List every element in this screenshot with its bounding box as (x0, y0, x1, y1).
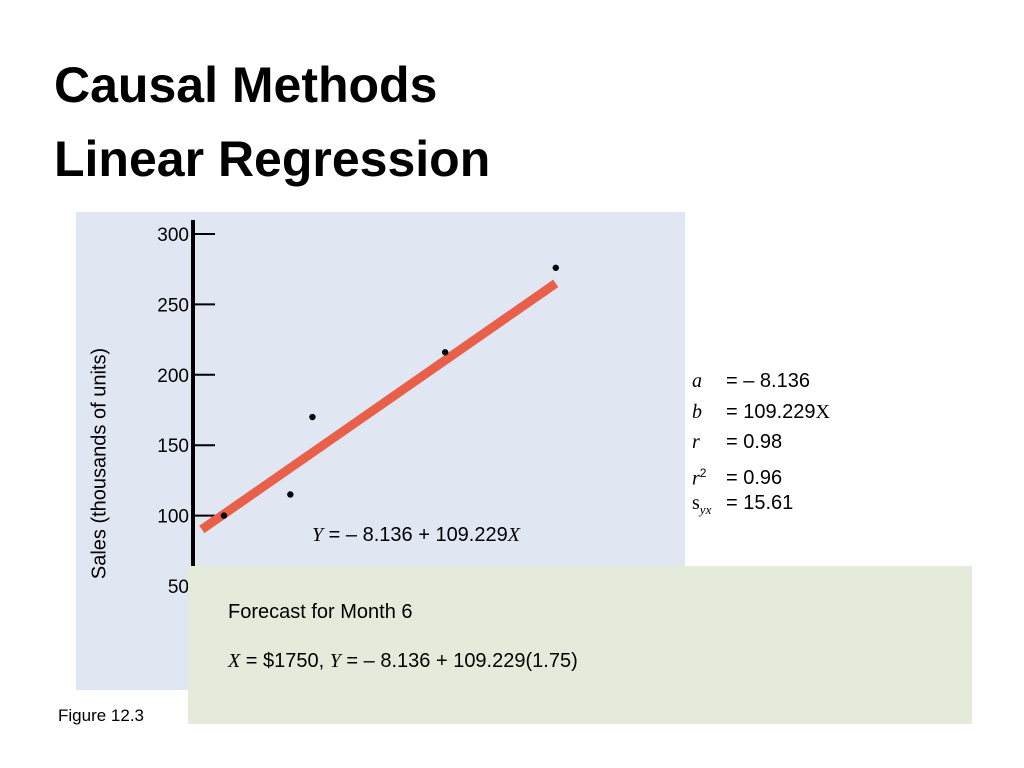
regression-stats: a = – 8.136 b = 109.229X r = 0.98 r2 = 0.96 … (692, 366, 830, 519)
stat-value-b: = 109.229 (726, 400, 816, 423)
equation-y-symbol: Y (312, 524, 324, 546)
regression-equation: Y = – 8.136 + 109.229X (312, 524, 520, 547)
y-axis-label: Sales (thousands of units) (88, 347, 111, 580)
forecast-y-symbol: Y (329, 650, 341, 672)
forecast-x-value: = $1750, (240, 650, 330, 672)
forecast-title: Forecast for Month 6 (228, 601, 413, 623)
data-point-2 (287, 491, 294, 498)
slide-title: Causal Methods Linear Regression (54, 48, 754, 196)
data-point-1 (220, 512, 228, 519)
stat-symbol-r: r (692, 431, 700, 453)
stat-row-a: a = – 8.136 (692, 366, 830, 397)
title-line-1: Causal Methods (54, 57, 438, 113)
figure-caption: Figure 12.3 (58, 706, 144, 725)
stat-symbol-r2-sup: 2 (699, 465, 707, 480)
stat-value-b-suffix: X (815, 400, 830, 423)
equation-rhs: = – 8.136 + 109.229 (323, 524, 508, 546)
forecast-x-symbol: X (228, 650, 241, 672)
stat-row-b: b = 109.229X (692, 397, 830, 428)
chart-svg: 300 250 200 150 100 50 (157, 220, 559, 690)
regression-line (199, 279, 559, 534)
stat-value-syx: = 15.61 (726, 492, 794, 514)
stat-row-r-squared: r2 = 0.96 (692, 458, 830, 490)
stat-symbol-s-sub: yx (699, 502, 712, 517)
forecast-y-value: = – 8.136 + 109.229(1.75) (340, 650, 578, 672)
y-tick-label-200: 200 (157, 366, 189, 387)
forecast-box: Forecast for Month 6 X = $1750, Y = – 8.… (188, 566, 972, 724)
y-tick-label-100: 100 (157, 507, 189, 528)
equation-x-symbol: X (507, 524, 520, 546)
stat-value-r: = 0.98 (726, 431, 783, 453)
stat-symbol-b: b (692, 400, 702, 423)
y-tick-label-250: 250 (157, 295, 189, 316)
title-line-2: Linear Regression (54, 131, 491, 187)
y-tick-label-300: 300 (157, 225, 189, 246)
stat-value-r-squared: = 0.96 (726, 467, 783, 490)
stat-value-a: = – 8.136 (726, 370, 810, 392)
data-point-4 (441, 349, 449, 356)
data-point-3 (309, 413, 316, 421)
stat-symbol-r-squared: r2 (692, 458, 726, 494)
y-tick-label-150: 150 (157, 436, 189, 457)
stat-symbol-syx: syx (692, 488, 726, 526)
stat-symbol-r2-base: r (692, 467, 700, 490)
stat-row-r: r = 0.98 (692, 427, 830, 458)
data-point-5 (552, 264, 559, 271)
stat-symbol-a: a (692, 370, 702, 392)
stat-symbol-s-base: s (692, 492, 700, 514)
y-tick-label-50: 50 (168, 577, 189, 598)
stat-row-syx: syx = 15.61 (692, 488, 830, 519)
forecast-calculation: X = $1750, Y = – 8.136 + 109.229(1.75) (228, 650, 578, 673)
